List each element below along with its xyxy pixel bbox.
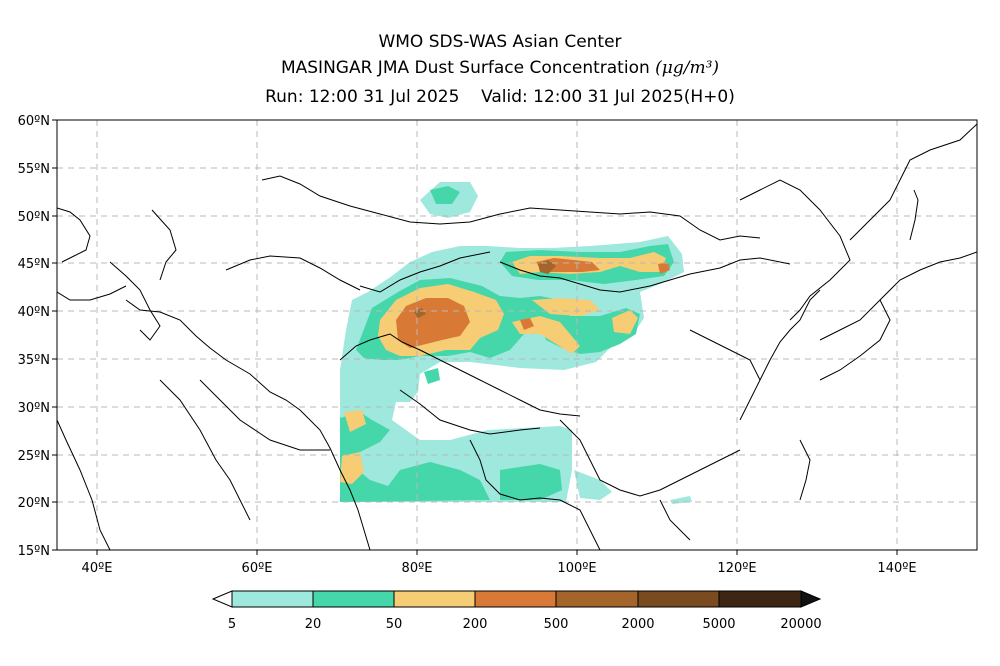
colorbar-swatch <box>637 590 720 608</box>
lat-label: 25ºN <box>18 449 50 464</box>
lon-label: 80ºE <box>402 561 433 576</box>
colorbar: 5 20 50 200 500 2000 5000 20000 <box>211 590 822 632</box>
lat-label: 40ºN <box>18 305 50 320</box>
lon-label: 60ºE <box>242 561 273 576</box>
colorbar-swatch <box>312 590 395 608</box>
colorbar-label: 50 <box>386 617 403 632</box>
colorbar-under-arrow <box>211 590 233 608</box>
lon-labels: 40ºE 60ºE 80ºE 100ºE 120ºE 140ºE <box>82 561 917 576</box>
colorbar-label: 500 <box>544 617 569 632</box>
colorbar-swatch <box>393 590 476 608</box>
grid-lines <box>57 120 977 550</box>
colorbar-label: 20 <box>305 617 322 632</box>
lon-label: 140ºE <box>877 561 916 576</box>
lon-label: 100ºE <box>557 561 596 576</box>
colorbar-label: 200 <box>463 617 488 632</box>
colorbar-swatch <box>718 590 802 608</box>
lat-label: 15ºN <box>18 544 50 559</box>
title-line-1: WMO SDS-WAS Asian Center <box>0 32 1000 52</box>
lat-label: 55ºN <box>18 162 50 177</box>
valid-time: Valid: 12:00 31 Jul 2025(H+0) <box>481 87 735 107</box>
title-line-3: Run: 12:00 31 Jul 2025 Valid: 12:00 31 J… <box>0 87 1000 107</box>
colorbar-label: 5 <box>228 617 236 632</box>
subtitle-text: MASINGAR JMA Dust Surface Concentration <box>280 58 650 78</box>
run-time: Run: 12:00 31 Jul 2025 <box>265 87 460 107</box>
lat-label: 60ºN <box>18 114 50 129</box>
colorbar-label: 5000 <box>702 617 735 632</box>
lat-label: 35ºN <box>18 353 50 368</box>
lat-label: 20ºN <box>18 496 50 511</box>
plot-frame <box>56 119 978 551</box>
lon-label: 120ºE <box>717 561 756 576</box>
lat-label: 30ºN <box>18 401 50 416</box>
title-line-2: MASINGAR JMA Dust Surface Concentration … <box>0 58 1000 78</box>
colorbar-label: 2000 <box>621 617 654 632</box>
colorbar-label: 20000 <box>780 617 821 632</box>
lon-label: 40ºE <box>82 561 113 576</box>
colorbar-swatch <box>231 590 314 608</box>
colorbar-swatch <box>555 590 639 608</box>
lat-label: 50ºN <box>18 210 50 225</box>
colorbar-over-arrow <box>800 590 822 608</box>
dust-field <box>340 182 692 504</box>
title-text: WMO SDS-WAS Asian Center <box>378 32 622 52</box>
coastlines-borders <box>57 123 977 550</box>
lat-label: 45ºN <box>18 257 50 272</box>
colorbar-swatch <box>474 590 557 608</box>
unit-label: (μg/m³) <box>655 58 720 78</box>
lat-labels: 60ºN 55ºN 50ºN 45ºN 40ºN 35ºN 30ºN 25ºN … <box>18 114 50 559</box>
tick-marks <box>52 119 898 555</box>
